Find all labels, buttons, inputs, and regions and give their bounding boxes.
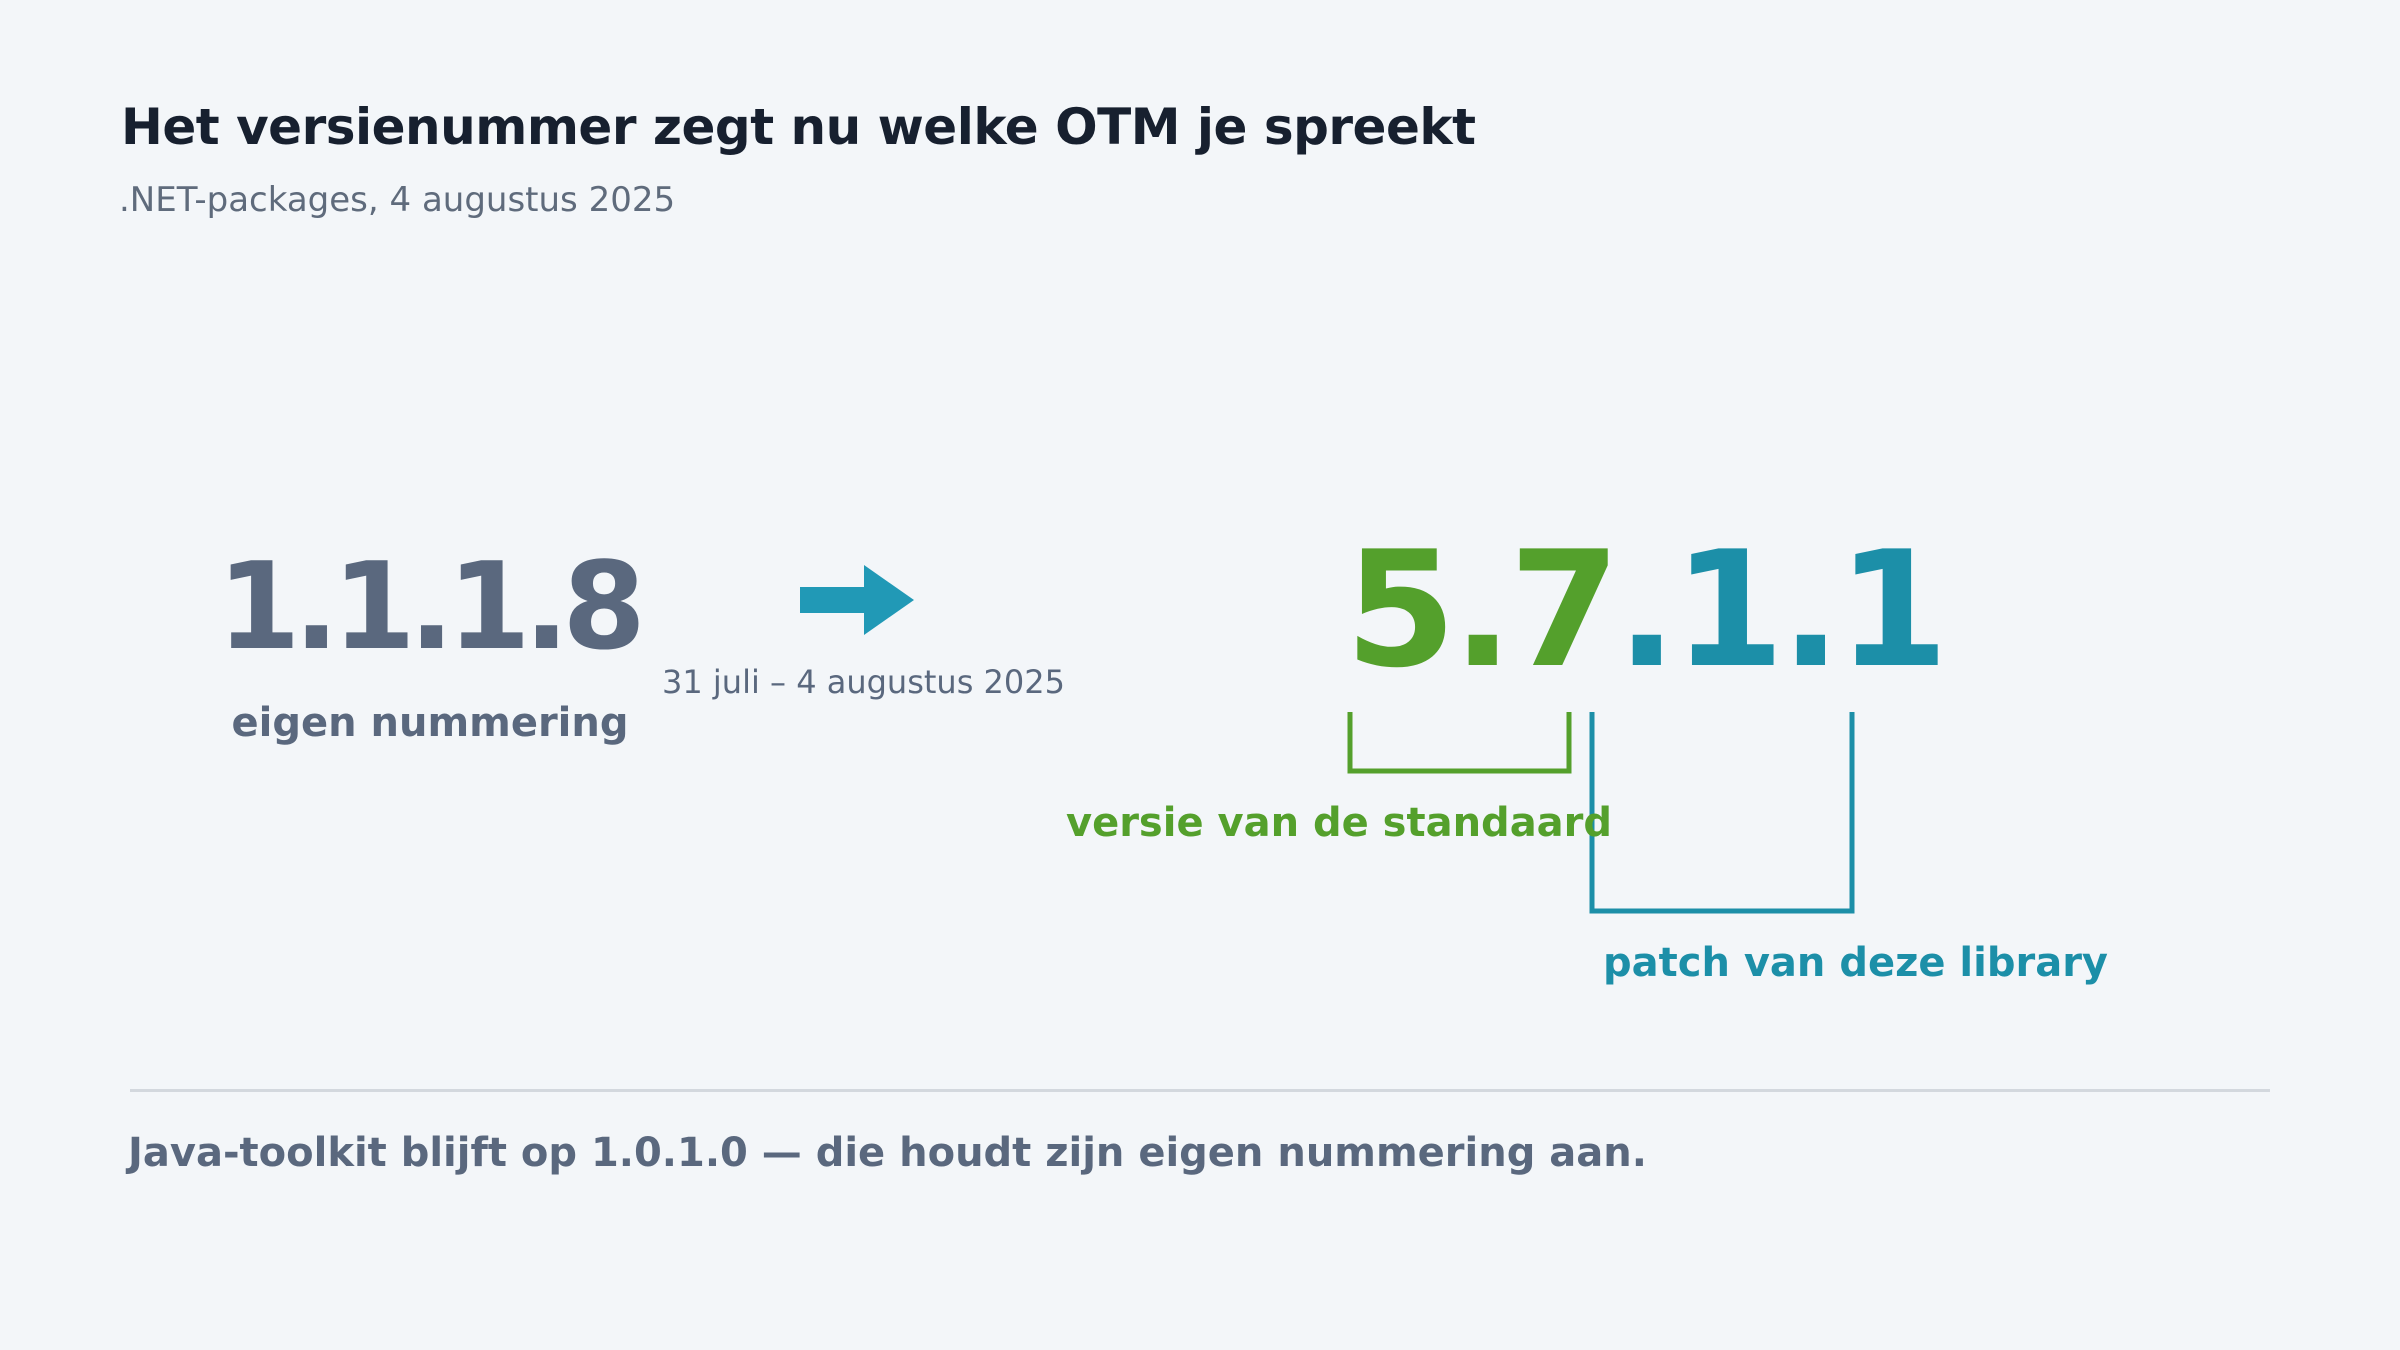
- divider: [130, 1089, 2270, 1092]
- old-version-caption: eigen nummering: [231, 700, 629, 746]
- patch-label: patch van deze library: [1603, 940, 2108, 986]
- arrow-shape: [800, 565, 914, 635]
- version-separator-dot: .: [1616, 516, 1677, 703]
- page-subtitle: .NET-packages, 4 augustus 2025: [119, 180, 676, 220]
- standard-version-label: versie van de standaard: [1066, 800, 1613, 846]
- version-patch-minor: 1: [1837, 516, 1948, 703]
- standard-bracket: [1347, 712, 1572, 774]
- page-title: Het versienummer zegt nu welke OTM je sp…: [121, 98, 1476, 156]
- patch-bracket: [1589, 712, 1855, 914]
- version-patch-major: 1: [1673, 516, 1784, 703]
- new-version-number: 5.7.1.1: [1345, 530, 1949, 690]
- transition-date-range: 31 juli – 4 augustus 2025: [662, 663, 1065, 701]
- old-version-number: 1.1.1.8: [217, 538, 646, 677]
- arrow-right-icon: [800, 565, 914, 635]
- footnote: Java-toolkit blijft op 1.0.1.0 — die hou…: [128, 1130, 1647, 1176]
- version-standard-part: 5.7: [1345, 516, 1620, 703]
- version-separator-dot: .: [1780, 516, 1842, 703]
